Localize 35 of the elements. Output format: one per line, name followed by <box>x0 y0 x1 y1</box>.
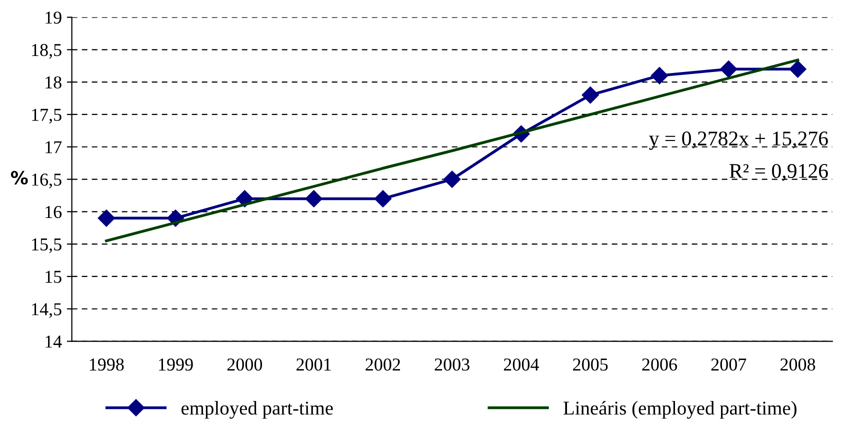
y-tick-label: 16,5 <box>32 174 62 188</box>
x-tick-label: 1998 <box>90 358 124 371</box>
x-tick-label: 2005 <box>573 358 608 371</box>
y-tick-label: 15,5 <box>32 238 62 254</box>
x-tick-label: 2004 <box>504 358 539 371</box>
x-tick-label: 2008 <box>780 358 816 371</box>
point <box>98 210 115 227</box>
point <box>444 170 461 188</box>
annotation: R² = 0,9126 <box>730 164 828 182</box>
legend-label: employed part-time <box>181 401 333 419</box>
point <box>650 67 668 84</box>
x-tick-label: 2006 <box>642 358 677 371</box>
y-axis-title: % <box>10 170 28 185</box>
y-tick-label: 14,5 <box>32 303 62 318</box>
x-tick-label: 2002 <box>366 358 400 371</box>
point <box>789 60 806 78</box>
y-tick-label: 19 <box>46 12 62 24</box>
legend-label: Lineáris (employed part-time) <box>564 400 796 419</box>
point <box>720 60 738 78</box>
y-tick-label: 18 <box>46 76 62 89</box>
y-tick-label: 14 <box>46 336 62 348</box>
y-tick-label: 18,5 <box>32 44 62 59</box>
point <box>305 190 322 208</box>
annotation: y = 0,2782x + 15,276 <box>649 131 828 150</box>
x-tick-label: 2000 <box>227 358 262 371</box>
point <box>374 190 392 208</box>
y-tick-label: 17,5 <box>32 108 62 124</box>
point <box>582 86 599 104</box>
y-tick-label: 15 <box>46 270 62 283</box>
y-tick-label: 16 <box>46 206 62 218</box>
x-tick-label: 1999 <box>159 358 193 371</box>
y-tick-label: 17 <box>46 141 62 154</box>
x-tick-label: 2003 <box>434 358 470 371</box>
x-tick-label: 2001 <box>296 358 331 371</box>
x-tick-label: 2007 <box>711 358 746 371</box>
